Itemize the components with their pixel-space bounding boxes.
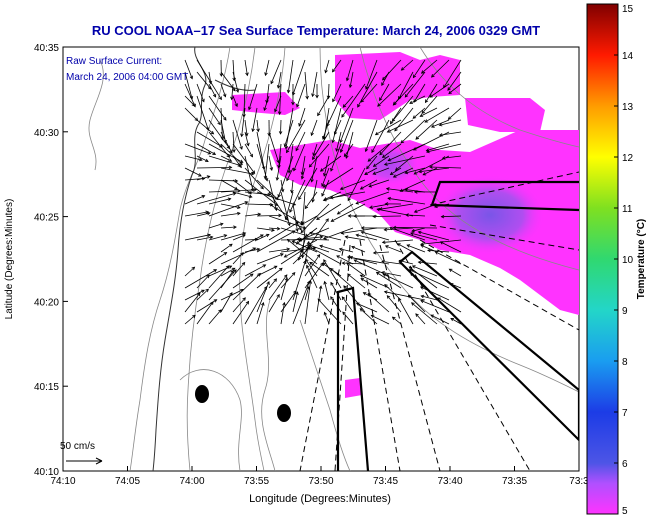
- y-axis: 40:10 40:15 40:20 40:25 40:30 40:35: [34, 43, 68, 478]
- sst-layer: [232, 52, 579, 398]
- scale-label: 50 cm/s: [60, 441, 95, 452]
- x-axis-label: Longitude (Degrees:Minutes): [249, 493, 391, 505]
- blob-1: [195, 385, 209, 403]
- colorbar-ticks: 5 6 7 8 9 10 11 12 13 14 15: [614, 3, 634, 517]
- blob-2: [277, 404, 291, 422]
- box-southeast: [398, 250, 579, 442]
- inset-label-2: March 24, 2006 04:00 GMT: [66, 72, 188, 83]
- y-tick-label: 40:15: [34, 382, 59, 393]
- y-tick-label: 40:10: [34, 467, 59, 478]
- colorbar-tick-label: 12: [622, 153, 634, 164]
- colorbar-tick-label: 7: [622, 408, 628, 419]
- y-tick-label: 40:25: [34, 213, 59, 224]
- box-south: [336, 286, 370, 471]
- colorbar-tick-label: 10: [622, 255, 634, 266]
- colorbar: [586, 3, 619, 515]
- sst-cool-spot-2: [360, 145, 420, 185]
- colorbar-tick-label: 14: [622, 51, 634, 62]
- colorbar-tick-label: 5: [622, 506, 628, 517]
- x-tick-label: 73:35: [502, 476, 527, 487]
- y-tick-label: 40:20: [34, 297, 59, 308]
- inset-label-1: Raw Surface Current:: [66, 56, 162, 67]
- x-tick-label: 73:55: [244, 476, 269, 487]
- chart-title: RU COOL NOAA–17 Sea Surface Temperature:…: [92, 23, 540, 38]
- colorbar-tick-label: 9: [622, 306, 628, 317]
- colorbar-tick-label: 15: [622, 4, 634, 15]
- y-tick-label: 40:35: [34, 43, 59, 54]
- scale-arrow: [66, 457, 103, 465]
- x-tick-label: 74:00: [179, 476, 204, 487]
- sst-cool-spot: [435, 175, 545, 255]
- y-axis-label: Latitude (Degrees:Minutes): [4, 199, 15, 320]
- x-tick-label: 74:10: [50, 476, 75, 487]
- x-axis: 74:10 74:05 74:00 73:55 73:50 73:45 73:40 73:35…: [50, 466, 589, 487]
- box-east: [430, 180, 579, 212]
- colorbar-tick-label: 11: [622, 204, 633, 215]
- x-tick-label: 73:3: [569, 476, 589, 487]
- current-vectors: [184, 59, 462, 325]
- sst-patch-small: [345, 378, 362, 398]
- x-tick-label: 73:45: [373, 476, 398, 487]
- sst-patch-topright: [465, 98, 545, 132]
- x-tick-label: 73:50: [308, 476, 333, 487]
- x-tick-label: 74:05: [115, 476, 140, 487]
- sst-patch-north: [335, 52, 460, 120]
- colorbar-tick-label: 6: [622, 459, 628, 470]
- study-boxes: [336, 180, 579, 471]
- colorbar-tick-label: 8: [622, 357, 628, 368]
- colorbar-label: Temperature (°C): [636, 219, 647, 300]
- y-tick-label: 40:30: [34, 128, 59, 139]
- colorbar-tick-label: 13: [622, 102, 634, 113]
- x-tick-label: 73:40: [437, 476, 462, 487]
